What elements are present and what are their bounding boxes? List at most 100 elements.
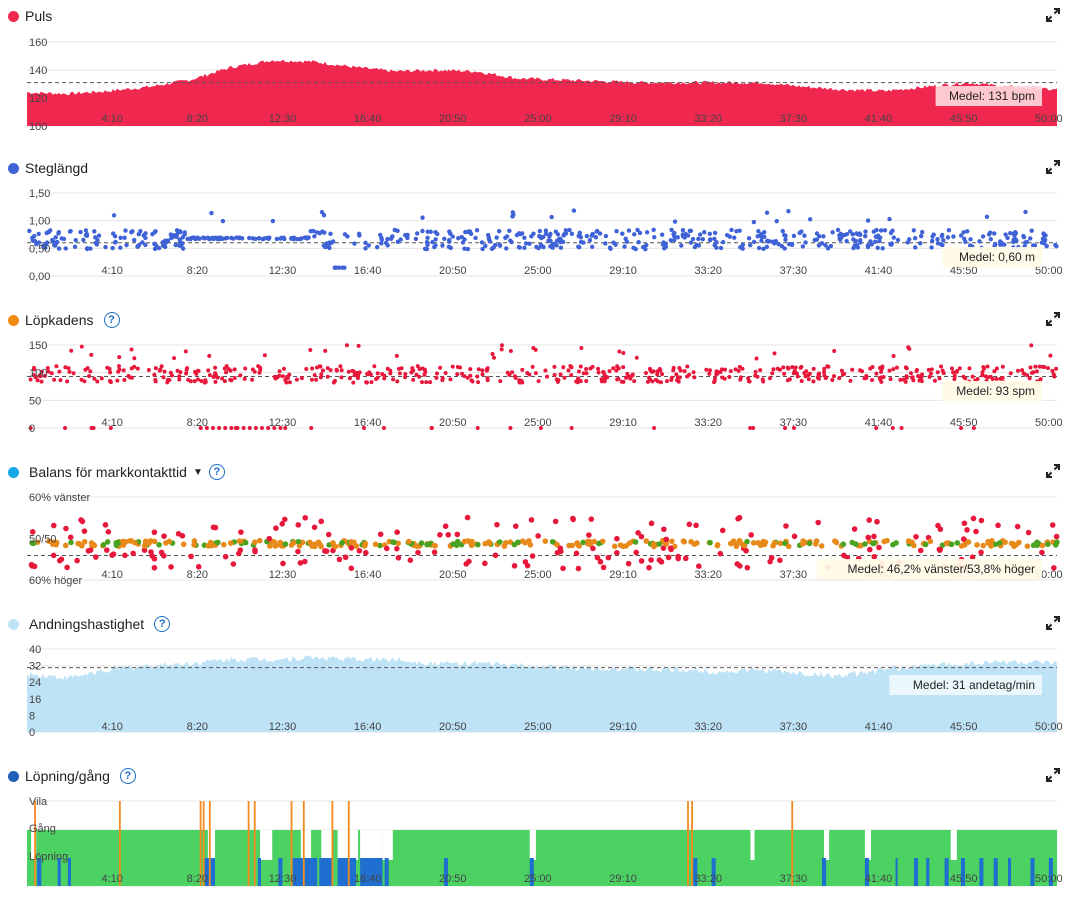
stride-point xyxy=(697,232,703,237)
panel-header: Balans för markkontakttid ▼ ? xyxy=(8,462,225,482)
expand-icon[interactable] xyxy=(1046,768,1060,782)
stride-point xyxy=(96,233,102,238)
x-tick-label: 33:20 xyxy=(694,569,722,581)
help-icon[interactable]: ? xyxy=(154,616,171,632)
expand-icon[interactable] xyxy=(1046,312,1060,326)
cadence-point xyxy=(318,375,323,380)
cadence-point xyxy=(927,374,932,379)
running-bar xyxy=(384,858,389,886)
cadence-point xyxy=(634,355,639,360)
cadence-point xyxy=(929,371,934,376)
stride-point xyxy=(786,209,791,214)
stride-point xyxy=(672,219,678,224)
stride-point xyxy=(707,237,713,243)
stride-point xyxy=(92,229,97,234)
cadence-point xyxy=(920,372,925,377)
cadence-point xyxy=(980,373,985,378)
balance-point xyxy=(590,545,596,552)
balance-point xyxy=(661,526,667,533)
cadence-point xyxy=(951,370,956,375)
stride-point xyxy=(88,246,93,251)
balance-point xyxy=(884,537,890,544)
stride-point xyxy=(366,243,371,248)
expand-icon[interactable] xyxy=(1046,160,1060,174)
dropdown-caret-icon[interactable]: ▼ xyxy=(192,466,203,478)
cadence-point xyxy=(499,343,504,348)
cadence-point xyxy=(596,366,601,371)
legend-dot-icon xyxy=(8,162,19,174)
cadence-point xyxy=(1050,368,1055,373)
stride-length-chart: 0,00 0,50 1,00 1,50 4:10 8:20 12:30 16:40 20:50 2… xyxy=(27,188,1063,283)
balance-point xyxy=(252,547,258,553)
stride-point xyxy=(635,227,640,233)
expand-icon[interactable] xyxy=(1046,464,1060,478)
stride-point xyxy=(905,240,910,245)
stride-point xyxy=(764,210,770,215)
stride-point xyxy=(868,239,873,244)
running-bar xyxy=(443,858,448,886)
x-tick-label: 16:40 xyxy=(354,265,382,277)
stride-point xyxy=(748,242,753,248)
stride-point xyxy=(690,236,696,242)
balance-point xyxy=(302,558,308,565)
cadence-point xyxy=(440,378,445,383)
panel-title: Löpning/gång xyxy=(25,768,110,784)
x-tick-label: 37:30 xyxy=(780,721,808,733)
cadence-point xyxy=(994,376,999,381)
stride-point xyxy=(958,233,964,238)
stride-point xyxy=(643,246,648,252)
cadence-point xyxy=(1034,369,1039,374)
cadence-point xyxy=(970,374,975,379)
stride-point xyxy=(298,236,304,241)
stride-point xyxy=(143,231,148,236)
stride-point xyxy=(110,245,115,251)
balance-point xyxy=(280,560,286,567)
stride-point xyxy=(352,241,357,246)
stride-point xyxy=(374,244,380,250)
stride-point xyxy=(607,245,613,250)
balance-point xyxy=(717,550,724,557)
cadence-point xyxy=(575,380,580,385)
help-icon[interactable]: ? xyxy=(103,312,120,328)
stride-point xyxy=(143,242,148,248)
balance-point xyxy=(1039,542,1046,549)
balance-point xyxy=(297,560,304,566)
x-tick-label: 8:20 xyxy=(187,417,208,429)
stride-point xyxy=(661,240,666,245)
cadence-point xyxy=(287,380,292,385)
balance-point xyxy=(1014,523,1021,530)
running-bar xyxy=(960,858,966,886)
stride-point xyxy=(696,236,701,242)
cadence-point xyxy=(287,372,292,377)
cadence-point xyxy=(375,375,380,380)
stride-point xyxy=(577,230,582,236)
y-tick-label: 8 xyxy=(29,710,35,722)
cadence-point xyxy=(257,370,262,375)
balance-point xyxy=(295,522,302,528)
stride-point xyxy=(594,229,599,234)
balance-point xyxy=(348,565,355,572)
cadence-point xyxy=(578,379,583,384)
stride-point xyxy=(858,238,863,243)
expand-icon[interactable] xyxy=(1046,616,1060,630)
cadence-point xyxy=(602,379,607,384)
cadence-point xyxy=(99,376,104,381)
cadence-point xyxy=(39,379,44,384)
x-tick-label: 45:50 xyxy=(950,265,978,277)
cadence-point xyxy=(569,365,574,370)
x-tick-label: 41:40 xyxy=(865,265,893,277)
balance-point xyxy=(464,514,471,521)
stride-point xyxy=(195,236,201,241)
help-icon[interactable]: ? xyxy=(119,768,136,784)
cadence-point xyxy=(723,367,728,372)
cadence-point xyxy=(868,366,873,371)
help-icon[interactable]: ? xyxy=(208,464,225,480)
cadence-point xyxy=(455,365,460,370)
balance-point xyxy=(682,555,689,562)
cadence-point xyxy=(107,378,112,383)
walking-gap xyxy=(382,830,393,860)
stride-point xyxy=(783,237,788,242)
expand-icon[interactable] xyxy=(1046,8,1060,22)
balance-point xyxy=(614,549,620,556)
cadence-point xyxy=(172,356,177,361)
